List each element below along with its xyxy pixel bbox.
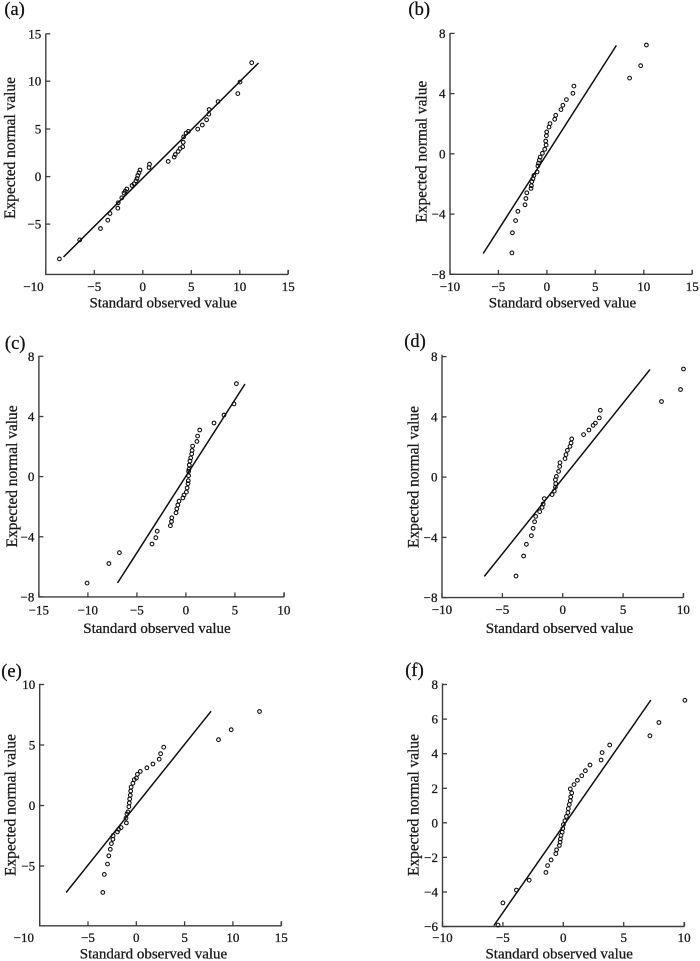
svg-text:Standard observed value: Standard observed value: [489, 295, 637, 311]
svg-text:5: 5: [29, 738, 36, 753]
svg-text:10: 10: [277, 603, 290, 618]
svg-text:Standard observed value: Standard observed value: [485, 946, 633, 961]
svg-text:−5: −5: [491, 279, 505, 294]
svg-text:(b): (b): [408, 0, 430, 20]
svg-text:Standard observed value: Standard observed value: [486, 621, 634, 637]
svg-text:(d): (d): [404, 332, 426, 352]
svg-text:(e): (e): [1, 662, 22, 682]
svg-text:15: 15: [275, 930, 288, 945]
svg-text:−10: −10: [14, 930, 34, 945]
svg-text:8: 8: [432, 677, 439, 692]
svg-text:0: 0: [431, 470, 438, 485]
svg-text:−8: −8: [21, 589, 35, 604]
svg-text:−5: −5: [130, 603, 144, 618]
svg-text:−2: −2: [424, 850, 438, 865]
svg-text:−5: −5: [81, 930, 95, 945]
svg-text:Expected normal value: Expected normal value: [4, 405, 21, 547]
svg-text:5: 5: [181, 930, 188, 945]
svg-text:8: 8: [28, 349, 35, 364]
svg-text:Expected normal value: Expected normal value: [406, 734, 423, 876]
svg-text:−5: −5: [21, 859, 35, 874]
svg-text:−10: −10: [78, 603, 98, 618]
svg-text:0: 0: [544, 279, 551, 294]
svg-text:−5: −5: [496, 930, 510, 945]
svg-text:0: 0: [28, 469, 35, 484]
svg-text:−4: −4: [21, 529, 35, 544]
svg-text:5: 5: [35, 122, 42, 137]
svg-text:15: 15: [282, 279, 295, 294]
svg-text:4: 4: [432, 746, 439, 761]
svg-text:10: 10: [233, 279, 246, 294]
svg-text:Expected normal value: Expected normal value: [406, 406, 423, 548]
svg-text:−4: −4: [424, 885, 438, 900]
svg-text:0: 0: [140, 279, 147, 294]
svg-text:4: 4: [439, 86, 446, 101]
svg-text:5: 5: [620, 930, 627, 945]
svg-text:−15: −15: [29, 603, 49, 618]
svg-text:−6: −6: [424, 919, 438, 934]
svg-text:15: 15: [28, 26, 41, 41]
svg-text:0: 0: [183, 603, 190, 618]
svg-text:0: 0: [559, 602, 566, 617]
svg-text:−5: −5: [87, 279, 101, 294]
svg-text:0: 0: [560, 930, 567, 945]
svg-text:10: 10: [226, 930, 239, 945]
svg-text:(c): (c): [5, 334, 26, 354]
svg-text:−8: −8: [424, 590, 438, 605]
svg-text:−5: −5: [495, 602, 509, 617]
svg-text:10: 10: [678, 930, 691, 945]
svg-text:0: 0: [35, 169, 42, 184]
svg-text:8: 8: [431, 349, 438, 364]
svg-text:Standard observed value: Standard observed value: [80, 946, 228, 961]
svg-text:Standard observed value: Standard observed value: [83, 621, 231, 637]
svg-text:15: 15: [686, 279, 699, 294]
svg-text:4: 4: [431, 409, 438, 424]
svg-text:−8: −8: [432, 267, 446, 282]
svg-text:−5: −5: [27, 217, 41, 232]
svg-text:Expected normal value: Expected normal value: [3, 734, 20, 876]
svg-text:5: 5: [188, 279, 195, 294]
svg-text:0: 0: [29, 798, 36, 813]
svg-text:Expected normal value: Expected normal value: [2, 77, 19, 219]
svg-text:(f): (f): [405, 661, 423, 681]
svg-text:−10: −10: [23, 279, 43, 294]
svg-text:5: 5: [620, 602, 627, 617]
svg-text:5: 5: [232, 603, 239, 618]
svg-text:5: 5: [592, 279, 599, 294]
svg-text:−4: −4: [424, 530, 438, 545]
svg-text:0: 0: [432, 815, 439, 830]
svg-text:(a): (a): [4, 0, 25, 20]
svg-text:0: 0: [133, 930, 140, 945]
svg-text:6: 6: [432, 712, 439, 727]
svg-text:10: 10: [28, 74, 41, 89]
svg-text:10: 10: [637, 279, 650, 294]
svg-text:0: 0: [439, 146, 446, 161]
svg-text:Expected normal value: Expected normal value: [413, 81, 430, 223]
svg-text:−4: −4: [432, 207, 446, 222]
svg-text:8: 8: [439, 26, 446, 41]
svg-text:10: 10: [677, 602, 690, 617]
svg-text:4: 4: [28, 409, 35, 424]
svg-text:10: 10: [22, 677, 35, 692]
svg-text:−10: −10: [432, 602, 452, 617]
svg-text:−10: −10: [432, 930, 452, 945]
svg-text:Standard observed value: Standard observed value: [89, 295, 237, 311]
svg-text:2: 2: [432, 781, 439, 796]
svg-text:−10: −10: [440, 279, 460, 294]
